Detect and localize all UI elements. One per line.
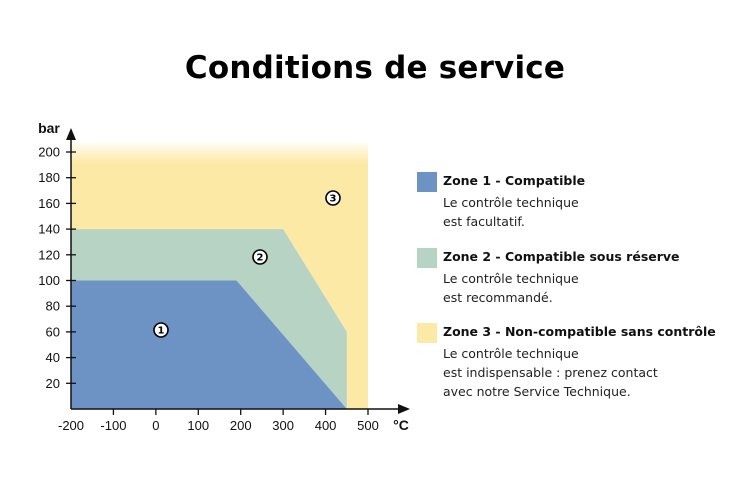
zone-2-area <box>71 229 347 409</box>
zone-1-marker: 1 <box>153 322 169 338</box>
x-tick-label: 500 <box>357 418 379 433</box>
x-tick-label: -200 <box>58 418 84 433</box>
y-tick-label: 120 <box>38 247 60 262</box>
zone-3-swatch <box>417 323 437 343</box>
x-tick-label: 400 <box>315 418 337 433</box>
svg-text:3: 3 <box>330 194 337 205</box>
legend-title: Zone 2 - Compatible sous réserve <box>443 249 680 264</box>
legend-line: Le contrôle technique <box>443 346 579 361</box>
svg-text:1: 1 <box>158 326 165 337</box>
zone-1-area <box>71 280 347 409</box>
legend-line: est recommandé. <box>443 290 553 305</box>
legend-title: Zone 1 - Compatible <box>443 173 586 188</box>
zone-2-marker: 2 <box>252 249 268 265</box>
zone-3-area <box>71 141 368 409</box>
x-tick-label: 300 <box>272 418 294 433</box>
y-axis-arrow-icon <box>66 128 76 140</box>
x-tick-label: 200 <box>230 418 252 433</box>
zone-1-swatch <box>417 172 437 192</box>
svg-text:2: 2 <box>257 253 264 264</box>
legend-line: avec notre Service Technique. <box>443 384 631 399</box>
zone-3-marker: 3 <box>325 190 341 206</box>
y-tick-label: 140 <box>38 222 60 237</box>
legend-line: est indispensable : prenez contact <box>443 365 658 380</box>
legend-description: Le contrôle technique est facultatif. <box>443 193 579 231</box>
zone-markers: 1 2 3 <box>153 190 341 338</box>
legend-description: Le contrôle technique est recommandé. <box>443 269 579 307</box>
y-tick-label: 20 <box>46 376 60 391</box>
legend-line: est facultatif. <box>443 214 525 229</box>
legend-description: Le contrôle technique est indispensable … <box>443 344 658 401</box>
legend-line: Le contrôle technique <box>443 271 579 286</box>
x-axis-arrow-icon <box>398 404 410 414</box>
y-tick-label: 40 <box>46 350 60 365</box>
y-tick-label: 80 <box>46 299 60 314</box>
legend-title: Zone 3 - Non-compatible sans contrôle <box>443 324 716 339</box>
y-axis-unit: bar <box>38 120 60 136</box>
zones <box>71 140 368 409</box>
x-tick-label: -100 <box>100 418 126 433</box>
x-tick-label: 100 <box>187 418 209 433</box>
zone-2-swatch <box>417 248 437 268</box>
x-axis-unit: °C <box>393 417 409 433</box>
x-tick-label: 0 <box>152 418 159 433</box>
chart-title: Conditions de service <box>184 50 566 86</box>
y-tick-label: 160 <box>38 196 60 211</box>
y-tick-label: 100 <box>38 273 60 288</box>
y-tick-label: 60 <box>46 324 60 339</box>
y-tick-label: 180 <box>38 170 60 185</box>
y-tick-label: 200 <box>38 145 60 160</box>
axes: 20 40 60 80 100 120 140 160 180 200 -200 -100 0 100 20… <box>38 120 410 433</box>
legend-line: Le contrôle technique <box>443 195 579 210</box>
